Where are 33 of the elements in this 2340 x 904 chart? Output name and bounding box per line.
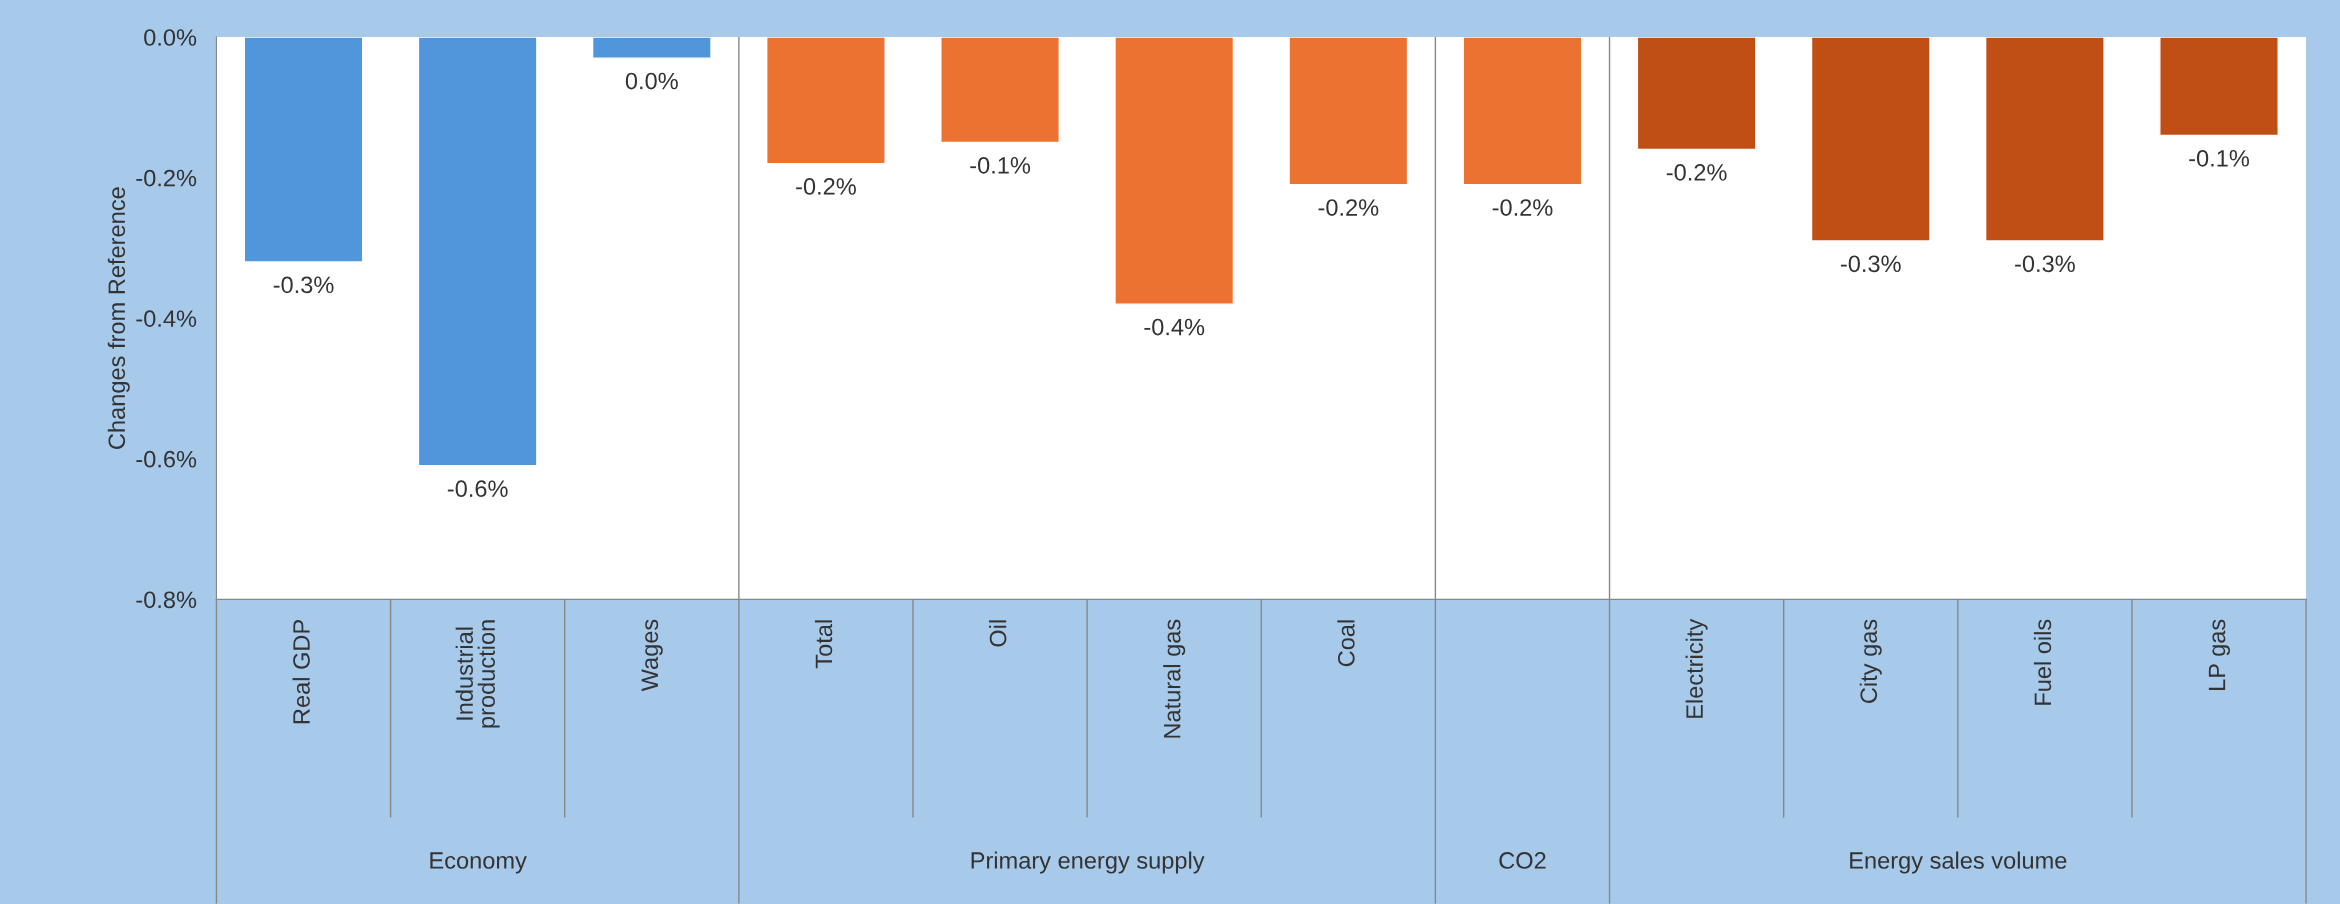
data-label: -0.2% [1492, 199, 1553, 216]
text: CO2 [1499, 852, 1546, 869]
data-label: -0.1% [970, 157, 1031, 174]
y-tick-label: -0.2% [136, 169, 197, 187]
x-tick-label: Wages [641, 619, 663, 692]
data-label: 0.0% [625, 72, 678, 90]
data-label: -0.3% [273, 276, 334, 294]
x-tick-label: Coal [1337, 620, 1355, 667]
data-label: -0.3% [2015, 255, 2075, 273]
data-label: -0.6% [447, 480, 508, 498]
data-label: -0.2% [1318, 199, 1379, 216]
text: Energy sales volume [1850, 851, 2067, 874]
x-tick-label: Real GDP [292, 620, 310, 724]
text: Primary energy supply [971, 851, 1205, 874]
y-axis-title: Changes from Reference [107, 187, 130, 449]
x-tick-label: LP gas [2208, 619, 2231, 690]
y-tick-label: 0.0% [144, 29, 197, 46]
x-tick-label: Fuel oils [2033, 619, 2052, 705]
y-tick-label: -0.6% [136, 450, 197, 468]
x-tick-label: Industrial production [455, 620, 500, 728]
x-tick-label: Oil [989, 620, 1007, 647]
data-label: -0.3% [1840, 255, 1901, 273]
y-tick-label: -0.8% [136, 591, 197, 609]
data-label: -0.2% [796, 178, 856, 195]
y-tick-label: -0.4% [136, 310, 197, 327]
text: Economy [430, 852, 527, 874]
data-label: -0.2% [1666, 164, 1727, 181]
data-label: -0.1% [2189, 149, 2249, 167]
x-tick-label: Natural gas [1163, 619, 1186, 738]
x-tick-label: Total [814, 620, 833, 669]
x-tick-label: City gas [1859, 619, 1882, 703]
data-label: -0.4% [1144, 318, 1205, 336]
x-tick-label: Electricity [1685, 618, 1708, 718]
